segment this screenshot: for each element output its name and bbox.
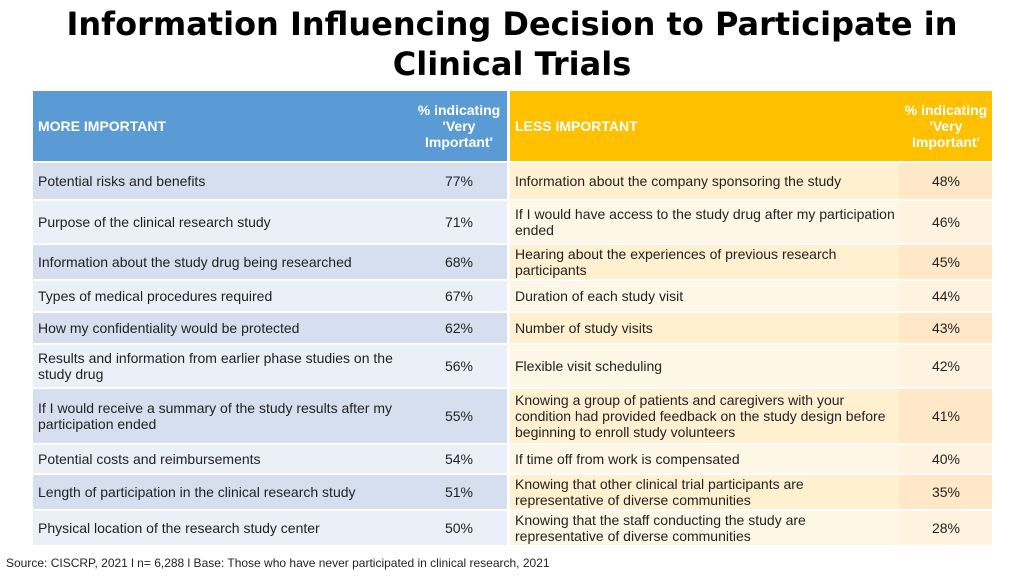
table-row: Types of medical procedures required 67% D… — [33, 281, 992, 313]
less-item: Hearing about the experiences of previou… — [507, 245, 899, 281]
more-pct-value: 50% — [410, 511, 507, 547]
table-row: Potential risks and benefits 77% Informati… — [33, 163, 992, 201]
more-item: Potential costs and reimbursements — [33, 445, 410, 475]
more-pct-header: % indicating 'Very Important' — [410, 91, 507, 163]
more-pct-value: 62% — [410, 313, 507, 345]
more-item: Results and information from earlier pha… — [33, 345, 410, 389]
table-row: Potential costs and reimbursements 54% If … — [33, 445, 992, 475]
less-pct-value: 40% — [899, 445, 992, 475]
less-item: Knowing that other clinical trial partic… — [507, 475, 899, 511]
table-row: If I would receive a summary of the stud… — [33, 389, 992, 445]
more-pct-value: 56% — [410, 345, 507, 389]
table-body: Potential risks and benefits 77% Informati… — [33, 163, 992, 547]
more-important-header: MORE IMPORTANT — [33, 91, 410, 163]
less-pct-value: 41% — [899, 389, 992, 445]
less-item: Knowing that the staff conducting the st… — [507, 511, 899, 547]
less-item: If I would have access to the study drug… — [507, 201, 899, 245]
less-important-header: LESS IMPORTANT — [507, 91, 899, 163]
more-pct-value: 71% — [410, 201, 507, 245]
more-pct-value: 77% — [410, 163, 507, 201]
less-item: If time off from work is compensated — [507, 445, 899, 475]
more-pct-value: 54% — [410, 445, 507, 475]
table-header-row: MORE IMPORTANT % indicating 'Very Import… — [33, 91, 992, 163]
table-row: Results and information from earlier pha… — [33, 345, 992, 389]
source-note: Source: CISCRP, 2021 l n= 6,288 l Base: … — [6, 556, 550, 570]
less-item: Information about the company sponsoring… — [507, 163, 899, 201]
more-item: How my confidentiality would be protecte… — [33, 313, 410, 345]
less-pct-value: 48% — [899, 163, 992, 201]
more-pct-value: 68% — [410, 245, 507, 281]
more-item: Types of medical procedures required — [33, 281, 410, 313]
more-item: If I would receive a summary of the stud… — [33, 389, 410, 445]
less-item: Duration of each study visit — [507, 281, 899, 313]
page-title: Information Influencing Decision to Part… — [66, 5, 958, 83]
less-pct-value: 46% — [899, 201, 992, 245]
more-pct-value: 55% — [410, 389, 507, 445]
more-item: Information about the study drug being r… — [33, 245, 410, 281]
less-pct-value: 44% — [899, 281, 992, 313]
less-pct-value: 43% — [899, 313, 992, 345]
less-pct-value: 45% — [899, 245, 992, 281]
less-pct-value: 42% — [899, 345, 992, 389]
table-row: Physical location of the research study … — [33, 511, 992, 547]
table-row: Information about the study drug being r… — [33, 245, 992, 281]
more-pct-value: 51% — [410, 475, 507, 511]
less-pct-value: 35% — [899, 475, 992, 511]
less-pct-value: 28% — [899, 511, 992, 547]
less-pct-header: % indicating 'Very Important' — [899, 91, 992, 163]
more-pct-value: 67% — [410, 281, 507, 313]
less-item: Knowing a group of patients and caregive… — [507, 389, 899, 445]
importance-table: MORE IMPORTANT % indicating 'Very Import… — [33, 91, 992, 547]
table-row: Length of participation in the clinical … — [33, 475, 992, 511]
table-row: Purpose of the clinical research study 71… — [33, 201, 992, 245]
less-item: Number of study visits — [507, 313, 899, 345]
more-item: Potential risks and benefits — [33, 163, 410, 201]
table-row: How my confidentiality would be protecte… — [33, 313, 992, 345]
less-item: Flexible visit scheduling — [507, 345, 899, 389]
more-item: Length of participation in the clinical … — [33, 475, 410, 511]
more-item: Purpose of the clinical research study — [33, 201, 410, 245]
more-item: Physical location of the research study … — [33, 511, 410, 547]
